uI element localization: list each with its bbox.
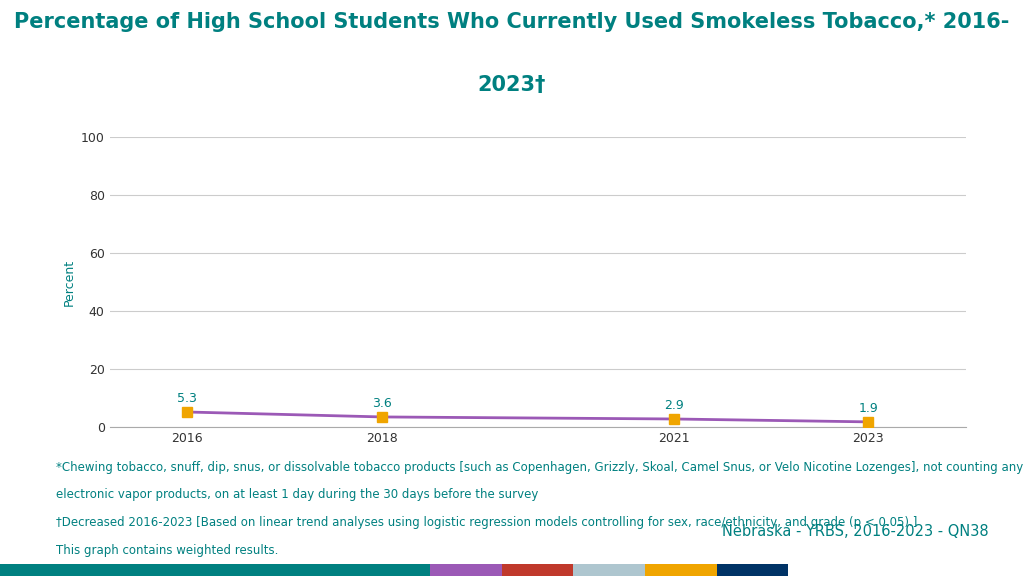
Y-axis label: Percent: Percent (62, 259, 76, 306)
Text: This graph contains weighted results.: This graph contains weighted results. (56, 544, 279, 557)
Text: †Decreased 2016-2023 [Based on linear trend analyses using logistic regression m: †Decreased 2016-2023 [Based on linear tr… (56, 516, 918, 529)
Text: electronic vapor products, on at least 1 day during the 30 days before the surve: electronic vapor products, on at least 1… (56, 488, 539, 502)
Text: *Chewing tobacco, snuff, dip, snus, or dissolvable tobacco products [such as Cop: *Chewing tobacco, snuff, dip, snus, or d… (56, 461, 1024, 474)
Text: 5.3: 5.3 (177, 392, 198, 405)
Text: 2023†: 2023† (478, 75, 546, 95)
Text: 2.9: 2.9 (664, 399, 684, 412)
Text: Percentage of High School Students Who Currently Used Smokeless Tobacco,* 2016-: Percentage of High School Students Who C… (14, 12, 1010, 32)
Text: Nebraska - YRBS, 2016-2023 - QN38: Nebraska - YRBS, 2016-2023 - QN38 (722, 524, 988, 539)
Text: 1.9: 1.9 (858, 401, 879, 415)
Text: 3.6: 3.6 (372, 397, 392, 410)
